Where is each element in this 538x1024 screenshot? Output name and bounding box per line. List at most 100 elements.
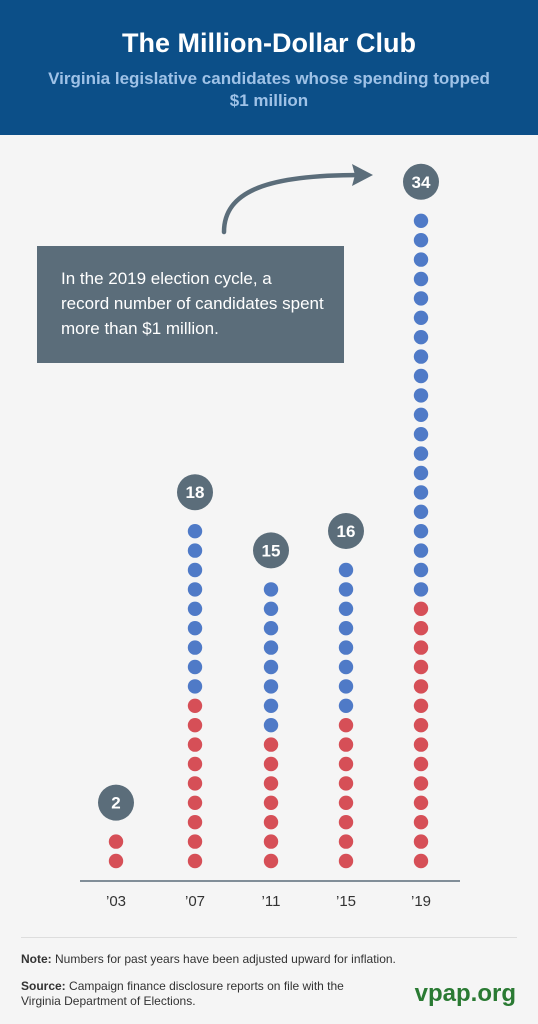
- data-label: 16: [337, 522, 356, 541]
- data-dot: [338, 601, 354, 616]
- data-dot: [187, 853, 203, 869]
- data-dot: [338, 718, 354, 733]
- data-label: 34: [412, 173, 431, 192]
- note-label: Note:: [21, 952, 52, 966]
- data-dot: [338, 659, 354, 675]
- data-dot: [338, 698, 354, 713]
- data-dot: [187, 776, 203, 791]
- data-dot: [187, 640, 203, 655]
- total-badge: [177, 474, 213, 511]
- data-dot: [263, 756, 279, 772]
- footnote: Note: Numbers for past years have been a…: [21, 952, 481, 967]
- dot-chart: 2 ’03 18 ’07 15 ’11 16 ’15 34 ’19: [80, 163, 460, 910]
- x-tick-label: ’11: [262, 893, 281, 910]
- data-dot: [413, 795, 429, 810]
- data-dot: [338, 756, 354, 772]
- data-dot: [413, 388, 429, 403]
- data-dot: [413, 601, 429, 616]
- x-tick-label: ’03: [106, 893, 126, 910]
- brand-logo[interactable]: vpap.org: [414, 980, 516, 1007]
- data-dot: [187, 621, 203, 636]
- data-dot: [413, 562, 429, 578]
- total-badge: [98, 784, 134, 821]
- data-dot: [187, 815, 203, 830]
- data-dot: [413, 330, 429, 345]
- data-dot: [263, 698, 279, 713]
- data-dot: [263, 679, 279, 694]
- data-dot: [187, 679, 203, 694]
- data-dot: [338, 795, 354, 810]
- data-dot: [413, 679, 429, 694]
- data-dot: [413, 756, 429, 772]
- data-dot: [108, 834, 124, 849]
- data-dot: [263, 601, 279, 616]
- source-note: Source: Campaign finance disclosure repo…: [21, 979, 381, 1009]
- data-dot: [413, 465, 429, 481]
- data-dot: [338, 621, 354, 636]
- page-subtitle: Virginia legislative candidates whose sp…: [48, 69, 490, 110]
- data-dot: [413, 349, 429, 364]
- data-dot: [338, 679, 354, 694]
- source-label: Source:: [21, 979, 66, 993]
- data-dot: [338, 776, 354, 791]
- data-dot: [263, 776, 279, 791]
- data-dot: [263, 853, 279, 869]
- data-dot: [413, 213, 429, 228]
- data-dot: [187, 718, 203, 733]
- data-dot: [263, 795, 279, 810]
- data-dot: [338, 582, 354, 597]
- arrow-icon: [221, 164, 373, 235]
- data-dot: [263, 621, 279, 636]
- data-dot: [413, 504, 429, 519]
- total-badge: [253, 532, 289, 569]
- page-title: The Million-Dollar Club: [122, 28, 416, 58]
- data-dot: [413, 737, 429, 752]
- data-dot: [187, 698, 203, 713]
- source-text: Campaign finance disclosure reports on f…: [21, 979, 344, 1008]
- header: The Million-Dollar Club Virginia legisla…: [0, 0, 538, 135]
- data-dot: [413, 621, 429, 636]
- x-tick-label: ’15: [336, 893, 356, 910]
- data-dot: [263, 834, 279, 849]
- data-dot: [187, 795, 203, 810]
- data-dot: [338, 834, 354, 849]
- data-dot: [338, 640, 354, 655]
- data-dot: [338, 853, 354, 869]
- data-dot: [413, 233, 429, 248]
- data-dot: [187, 562, 203, 578]
- data-dot: [338, 562, 354, 578]
- data-label: 2: [111, 794, 120, 813]
- data-dot: [413, 718, 429, 733]
- data-dot: [413, 524, 429, 539]
- data-dot: [413, 640, 429, 655]
- data-dot: [413, 485, 429, 500]
- data-dot: [187, 737, 203, 752]
- divider: [21, 937, 517, 938]
- data-dot: [413, 271, 429, 287]
- callout-box: In the 2019 election cycle, a record num…: [37, 246, 344, 363]
- data-dot: [263, 659, 279, 675]
- data-dot: [413, 446, 429, 461]
- data-dot: [413, 582, 429, 597]
- data-dot: [413, 291, 429, 306]
- data-dot: [263, 582, 279, 597]
- data-dot: [187, 659, 203, 675]
- data-dot: [413, 853, 429, 869]
- data-dot: [413, 776, 429, 791]
- data-dot: [338, 737, 354, 752]
- data-dot: [263, 815, 279, 830]
- total-badge: [403, 163, 439, 200]
- x-tick-label: ’19: [411, 893, 431, 910]
- data-dot: [413, 659, 429, 675]
- data-dot: [187, 582, 203, 597]
- data-dot: [413, 427, 429, 442]
- data-dot: [187, 524, 203, 539]
- data-dot: [413, 543, 429, 558]
- data-dot: [413, 815, 429, 830]
- data-dot: [263, 737, 279, 752]
- data-dot: [338, 815, 354, 830]
- data-dot: [413, 698, 429, 713]
- data-dot: [263, 718, 279, 733]
- data-dot: [413, 834, 429, 849]
- total-badge: [328, 513, 364, 549]
